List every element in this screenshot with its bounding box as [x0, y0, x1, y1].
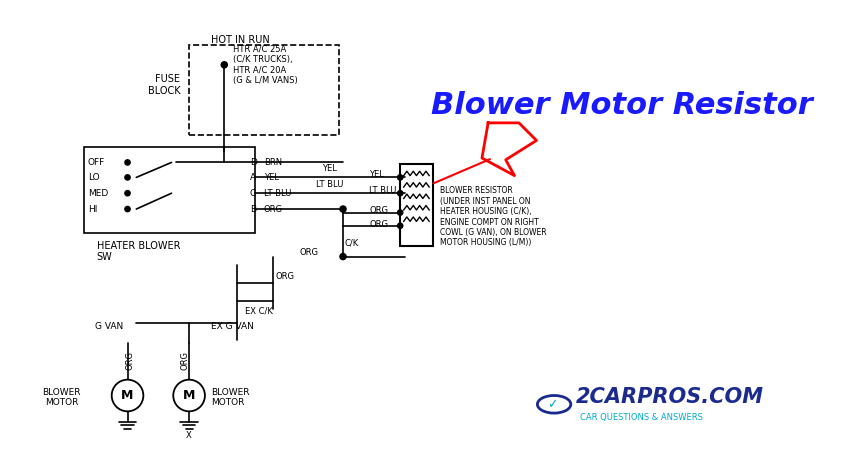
- Circle shape: [125, 175, 130, 180]
- Circle shape: [340, 206, 346, 212]
- Circle shape: [125, 160, 130, 165]
- Text: BRN: BRN: [264, 158, 282, 167]
- Circle shape: [340, 254, 346, 260]
- Text: ORG: ORG: [275, 272, 294, 281]
- Text: B: B: [250, 205, 256, 213]
- Text: M: M: [183, 389, 196, 402]
- Circle shape: [398, 210, 403, 215]
- Circle shape: [221, 62, 227, 68]
- Text: D: D: [250, 158, 257, 167]
- Text: LT BLU: LT BLU: [370, 186, 397, 195]
- Text: OFF: OFF: [88, 158, 105, 167]
- Text: C/K: C/K: [345, 239, 359, 248]
- Text: HI: HI: [88, 205, 97, 213]
- Text: ORG: ORG: [299, 248, 318, 256]
- Circle shape: [125, 190, 130, 196]
- Circle shape: [111, 380, 144, 411]
- Text: A: A: [250, 173, 256, 182]
- Text: G VAN: G VAN: [95, 322, 123, 331]
- Text: HEATER BLOWER
SW: HEATER BLOWER SW: [97, 241, 180, 262]
- Text: ORG: ORG: [264, 205, 283, 213]
- Text: BLOWER
MOTOR: BLOWER MOTOR: [211, 388, 250, 407]
- Text: LO: LO: [88, 173, 99, 182]
- Text: LT BLU: LT BLU: [264, 189, 292, 197]
- Text: YEL: YEL: [370, 170, 384, 179]
- Text: LT BLU: LT BLU: [316, 180, 343, 189]
- Circle shape: [398, 190, 403, 196]
- Text: YEL: YEL: [264, 173, 279, 182]
- Text: BLOWER RESISTOR
(UNDER INST PANEL ON
HEATER HOUSING (C/K),
ENGINE COMPT ON RIGHT: BLOWER RESISTOR (UNDER INST PANEL ON HEA…: [439, 186, 547, 248]
- Circle shape: [398, 175, 403, 180]
- Bar: [83, 146, 255, 233]
- Text: EX C/K: EX C/K: [245, 307, 272, 315]
- Text: ORG: ORG: [370, 219, 388, 228]
- Text: ORG: ORG: [370, 206, 388, 215]
- Text: CAR QUESTIONS & ANSWERS: CAR QUESTIONS & ANSWERS: [581, 413, 703, 422]
- Text: MED: MED: [88, 189, 108, 197]
- Text: M: M: [122, 389, 133, 402]
- Text: ORG: ORG: [180, 351, 190, 370]
- Text: BLOWER
MOTOR: BLOWER MOTOR: [42, 388, 81, 407]
- Circle shape: [125, 206, 130, 212]
- Text: YEL: YEL: [322, 164, 337, 173]
- Text: EX G VAN: EX G VAN: [211, 322, 254, 331]
- Text: FUSE
BLOCK: FUSE BLOCK: [148, 74, 180, 96]
- Text: Blower Motor Resistor: Blower Motor Resistor: [431, 91, 813, 120]
- Text: HTR A/C 25A
(C/K TRUCKS),
HTR A/C 20A
(G & L/M VANS): HTR A/C 25A (C/K TRUCKS), HTR A/C 20A (G…: [233, 45, 298, 85]
- Bar: [400, 164, 433, 246]
- Text: ORG: ORG: [126, 351, 134, 370]
- Bar: [189, 45, 338, 135]
- Circle shape: [173, 380, 205, 411]
- Text: C: C: [250, 189, 256, 197]
- Text: X: X: [186, 431, 192, 439]
- Text: HOT IN RUN: HOT IN RUN: [211, 35, 269, 45]
- Text: ✓: ✓: [547, 398, 558, 411]
- Text: 2CARPROS.COM: 2CARPROS.COM: [576, 387, 764, 407]
- Circle shape: [398, 223, 403, 228]
